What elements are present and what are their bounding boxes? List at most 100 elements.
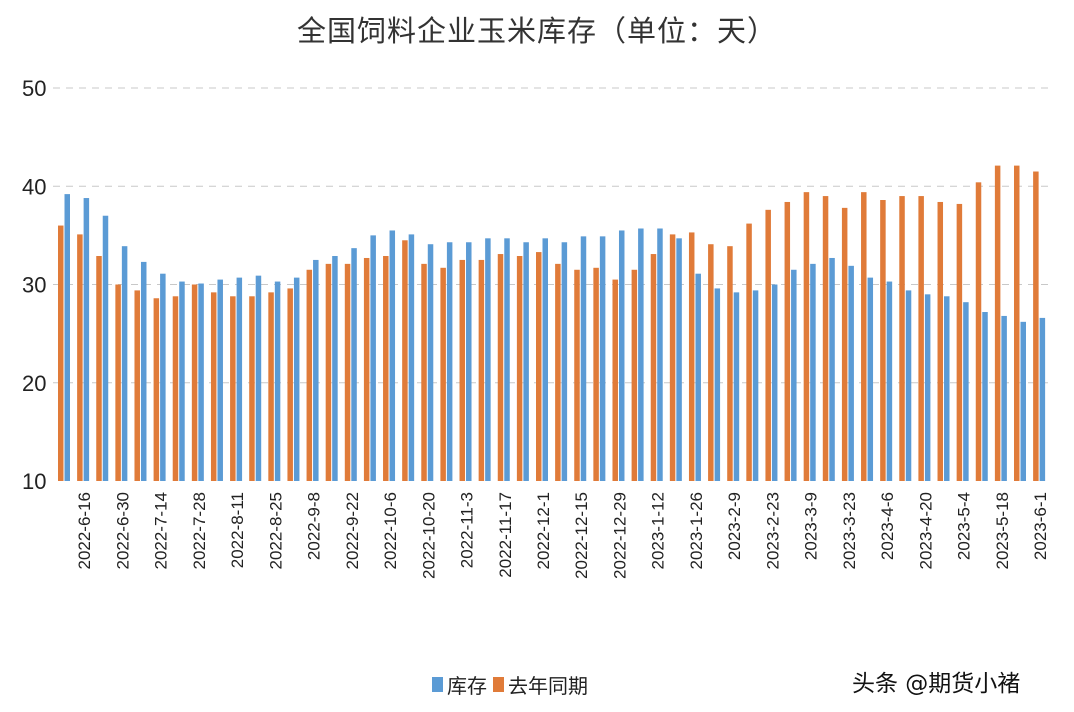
- bar-last-year: [688, 232, 695, 481]
- bar-last-year: [77, 234, 83, 481]
- bar-inventory: [676, 238, 682, 481]
- bar-last-year: [306, 269, 313, 481]
- x-tick-label: 2022-7-28: [190, 492, 209, 570]
- x-tick-label: 2022-9-8: [305, 492, 324, 560]
- bar-inventory: [657, 228, 663, 481]
- bar-last-year: [287, 288, 293, 481]
- bar-inventory: [389, 230, 396, 481]
- x-tick-label: 2022-12-29: [610, 492, 629, 579]
- legend: 库存 去年同期: [432, 670, 594, 699]
- bar-last-year: [58, 225, 64, 481]
- bar-inventory: [408, 234, 415, 481]
- bar-inventory: [255, 275, 262, 481]
- bar-inventory: [236, 277, 243, 481]
- bar-last-year: [803, 192, 810, 481]
- bar-inventory: [638, 228, 644, 481]
- bar-inventory: [791, 269, 797, 481]
- bar-last-year: [440, 267, 446, 481]
- bar-last-year: [497, 254, 504, 481]
- bar-inventory: [752, 290, 759, 481]
- x-tick-label: 2022-9-22: [343, 492, 362, 570]
- bar-last-year: [937, 201, 944, 481]
- x-tick-label: 2022-8-25: [266, 492, 285, 570]
- x-tick-label: 2022-11-17: [496, 492, 515, 578]
- bar-last-year: [708, 244, 714, 481]
- bar-inventory: [102, 215, 109, 481]
- bar-last-year: [956, 203, 963, 481]
- bar-last-year: [841, 207, 848, 482]
- watermark: 头条 @期货小褚: [852, 671, 1021, 697]
- bar-last-year: [96, 256, 102, 481]
- bar-last-year: [172, 296, 179, 481]
- legend-swatch-last-year: [493, 677, 504, 692]
- bar-inventory: [599, 236, 606, 481]
- bar-last-year: [822, 196, 829, 481]
- bar-last-year: [459, 259, 466, 481]
- bar-inventory: [198, 283, 204, 481]
- bar-last-year: [880, 200, 886, 481]
- bar-inventory: [1039, 317, 1046, 481]
- y-tick-label: 30: [22, 273, 46, 298]
- bar-last-year: [727, 246, 733, 481]
- bar-inventory: [963, 302, 969, 481]
- chart-title: 全国饲料企业玉米库存（单位：天）: [296, 14, 777, 48]
- x-tick-label: 2023-2-9: [725, 492, 744, 560]
- bar-last-year: [210, 292, 217, 481]
- bar-inventory: [733, 292, 740, 481]
- bar-last-year: [975, 182, 982, 481]
- bar-inventory: [523, 242, 529, 481]
- bar-last-year: [746, 223, 752, 481]
- bar-last-year: [574, 269, 580, 481]
- bar-inventory: [618, 230, 625, 481]
- bar-inventory: [1001, 315, 1007, 481]
- x-tick-label: 2023-1-26: [687, 492, 706, 570]
- x-tick-label: 2022-8-11: [228, 492, 247, 568]
- bar-inventory: [771, 284, 778, 481]
- bar-inventory: [64, 194, 70, 482]
- bar-inventory: [293, 277, 300, 481]
- bar-inventory: [924, 294, 931, 481]
- bar-inventory: [466, 242, 472, 481]
- x-tick-label: 2023-5-4: [955, 492, 974, 560]
- bar-inventory: [1020, 321, 1026, 481]
- bar-last-year: [784, 201, 791, 481]
- bar-last-year: [861, 192, 867, 481]
- bar-last-year: [994, 165, 1001, 481]
- bar-inventory: [83, 198, 90, 482]
- bar-last-year: [1033, 171, 1039, 481]
- bar-last-year: [363, 257, 370, 481]
- x-tick-label: 2023-3-23: [840, 492, 859, 570]
- bar-inventory: [179, 281, 185, 481]
- bar-inventory: [427, 244, 434, 481]
- legend-swatch-inventory: [432, 677, 443, 692]
- bar-last-year: [593, 267, 599, 481]
- bar-inventory: [982, 312, 988, 481]
- bar-last-year: [631, 269, 638, 481]
- bar-last-year: [516, 256, 523, 481]
- y-tick-label: 10: [22, 469, 46, 494]
- x-tick-label: 2022-10-6: [381, 492, 400, 570]
- x-tick-label: 2023-3-9: [802, 492, 821, 560]
- bar-last-year: [115, 284, 121, 481]
- bar-inventory: [714, 288, 721, 481]
- x-tick-label: 2022-7-14: [152, 492, 171, 570]
- bar-inventory: [217, 279, 223, 481]
- bar-inventory: [810, 263, 816, 481]
- bar-last-year: [230, 296, 236, 481]
- bar-inventory: [140, 261, 147, 481]
- bar-inventory: [332, 256, 338, 481]
- bar-last-year: [325, 263, 332, 481]
- bar-last-year: [536, 252, 542, 481]
- bar-last-year: [555, 263, 561, 481]
- x-tick-label: 2022-6-30: [113, 492, 132, 570]
- bar-last-year: [478, 259, 485, 481]
- bar-last-year: [268, 292, 274, 481]
- y-tick-label: 50: [22, 76, 46, 101]
- bar-last-year: [134, 290, 140, 481]
- bar-inventory: [695, 273, 701, 481]
- bar-inventory: [867, 277, 874, 481]
- x-tick-label: 2022-12-1: [534, 492, 553, 570]
- y-tick-label: 40: [22, 174, 46, 199]
- bar-last-year: [650, 254, 657, 481]
